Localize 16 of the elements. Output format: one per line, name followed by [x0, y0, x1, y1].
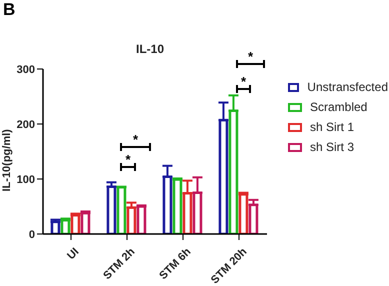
legend-label: sh Sirt 1	[310, 120, 354, 134]
y-axis-title: IL-10(pg/ml)	[0, 128, 13, 192]
chart-title: IL-10	[134, 42, 165, 56]
legend-label: Unstransfected	[307, 80, 388, 94]
annotation: *	[240, 74, 248, 89]
y-tick-label: 300	[16, 64, 35, 76]
annotation: *	[124, 152, 132, 167]
text: *	[246, 49, 254, 64]
x-tick-label: UI	[65, 246, 82, 262]
y-tick-label: 100	[16, 174, 35, 186]
annotation: *	[132, 132, 140, 147]
text: B	[3, 0, 16, 20]
y-tick-label: 200	[16, 118, 35, 131]
legend-label: Scrambled	[310, 100, 368, 114]
legend-label: sh Sirt 3	[310, 140, 354, 154]
y-tick-label: 0	[28, 228, 35, 241]
